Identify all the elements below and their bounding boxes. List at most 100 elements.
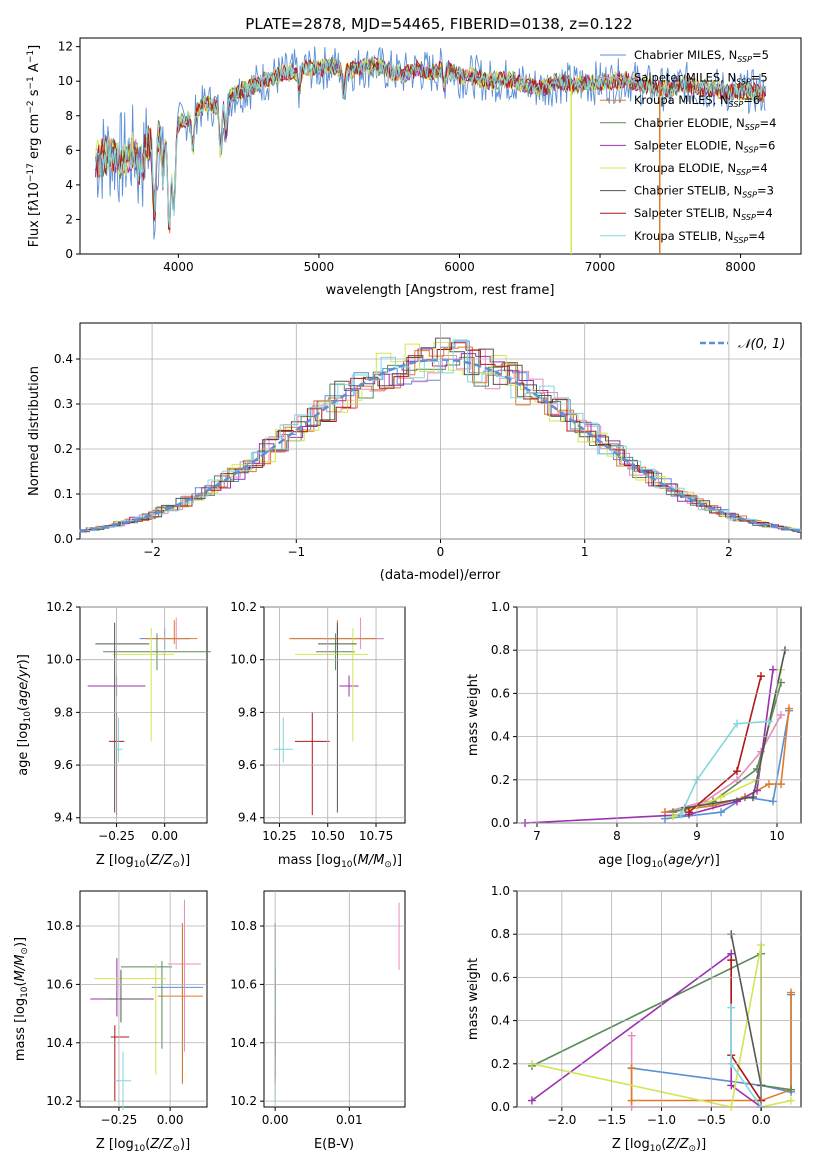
weight-vs-z-point-salpeter-stelib bbox=[727, 956, 736, 965]
mass-vs-z-x-tick-label: −0.25 bbox=[101, 1113, 138, 1127]
histogram-kroupa-elodie bbox=[80, 341, 801, 533]
mass-vs-ebv-y-tick-label: 10.8 bbox=[230, 919, 257, 933]
legend-label-salpeter-miles: Salpeter MILES, NSSP=5 bbox=[634, 71, 768, 87]
weight-vs-z-point-chabrier-elodie bbox=[787, 1085, 796, 1094]
weight-vs-z-x-tick-label: −1.0 bbox=[647, 1113, 676, 1127]
spectrum-kroupa-stelib-line bbox=[95, 59, 767, 228]
spectrum-ticks: 4000 5000 6000 7000 8000 0 2 4 6 8 10 12 bbox=[58, 40, 756, 274]
weight-vs-age-y-tick-label: 0.6 bbox=[491, 686, 510, 700]
weight-vs-age-line-kroupa-stelib bbox=[680, 720, 770, 815]
weight-vs-z-x-tick-label: −2.0 bbox=[547, 1113, 576, 1127]
weight-vs-z-x-tick-label: −1.5 bbox=[597, 1113, 626, 1127]
residual-y-tick-label: 0.3 bbox=[54, 397, 73, 411]
weight-vs-age-point-kroupa-stelib bbox=[733, 719, 741, 728]
age-vs-z-y-tick-label: 10.2 bbox=[46, 600, 73, 614]
mass-vs-z-y-tick-label: 10.8 bbox=[46, 919, 73, 933]
weight-vs-age-line-kroupa-miles bbox=[664, 708, 790, 813]
weight-vs-z-point-kroupa-elodie bbox=[787, 1096, 796, 1105]
mass-vs-z-marks bbox=[90, 899, 203, 1110]
spectrum-x-tick-label: 7000 bbox=[585, 260, 616, 274]
spectrum-marks bbox=[95, 46, 767, 254]
spectrum-x-tick-label: 5000 bbox=[304, 260, 335, 274]
mass-vs-ebv-x-tick-label: 0.00 bbox=[262, 1113, 289, 1127]
weight-vs-age-y-tick-label: 0.4 bbox=[491, 730, 510, 744]
age-vs-z-marks bbox=[87, 617, 211, 816]
mass-vs-z-y-label: mass [log10(M/M⊙)] bbox=[13, 937, 30, 1061]
spectrum-x-tick-label: 4000 bbox=[163, 260, 194, 274]
spectrum-y-label: Flux [fλ10−17 erg cm−2 s−1 A−1] bbox=[26, 45, 42, 247]
weight-vs-age-point-salpeter-elodie bbox=[733, 797, 741, 806]
weight-vs-z-x-tick-label: −0.5 bbox=[697, 1113, 726, 1127]
age-vs-z-x-tick-label: 0.00 bbox=[151, 829, 178, 843]
spectrum-y-tick-label: 8 bbox=[65, 109, 73, 123]
spectrum-axes-frame bbox=[79, 37, 802, 255]
age-vs-mass-x-tick-label: 10.50 bbox=[311, 829, 345, 843]
mass-vs-ebv-marks bbox=[274, 902, 400, 1102]
weight-vs-z-x-tick-label: 0.0 bbox=[752, 1113, 771, 1127]
spectrum-x-tick-label: 6000 bbox=[444, 260, 475, 274]
legend-label-kroupa-stelib: Kroupa STELIB, NSSP=4 bbox=[634, 229, 765, 245]
weight-vs-z-y-tick-label: 0.8 bbox=[491, 927, 510, 941]
weight-vs-age-y-tick-label: 1.0 bbox=[491, 600, 510, 614]
mass-vs-ebv-x-tick-label: 0.01 bbox=[336, 1113, 363, 1127]
age-vs-z-panel: −0.25 0.00 9.4 9.6 9.8 10.0 10.2 Z [log10(Z/Z⊙… bbox=[16, 600, 211, 870]
weight-vs-z-y-tick-label: 1.0 bbox=[491, 884, 510, 898]
spectrum-x-label: wavelength [Angstrom, rest frame] bbox=[326, 283, 555, 298]
age-vs-mass-marks bbox=[273, 617, 384, 816]
weight-vs-age-point-kroupa-miles bbox=[765, 780, 773, 789]
weight-vs-z-y-tick-label: 0.0 bbox=[491, 1100, 510, 1114]
legend-label-kroupa-miles: Kroupa MILES, NSSP=6 bbox=[634, 93, 760, 109]
residual-panel: −2 −1 0 1 2 0.0 0.1 0.2 0.3 0.4 𝒩(0, 1) (data-mod… bbox=[27, 322, 802, 583]
age-vs-mass-ticks: 10.25 10.50 10.75 9.4 9.6 9.8 10.0 10.2 bbox=[230, 600, 405, 843]
weight-vs-age-y-tick-label: 0.2 bbox=[491, 773, 510, 787]
mass-vs-ebv-y-tick-label: 10.4 bbox=[230, 1036, 257, 1050]
weight-vs-age-y-label: mass weight bbox=[466, 674, 481, 756]
weight-vs-z-y-tick-label: 0.2 bbox=[491, 1057, 510, 1071]
residual-x-tick-label: 0 bbox=[437, 545, 445, 559]
weight-vs-z-x-label: Z [log10(Z/Z⊙)] bbox=[612, 1137, 706, 1154]
residual-y-label: Normed distribution bbox=[27, 366, 42, 496]
spectrum-legend: Chabrier MILES, NSSP=5 Salpeter MILES, NS… bbox=[600, 48, 776, 245]
histogram-chabrier-stelib bbox=[80, 337, 801, 533]
spectrum-y-tick-label: 10 bbox=[58, 74, 73, 88]
residual-y-tick-label: 0.2 bbox=[54, 442, 73, 456]
age-vs-mass-x-label: mass [log10(M/M⊙)] bbox=[278, 853, 402, 870]
residual-ticks: −2 −1 0 1 2 0.0 0.1 0.2 0.3 0.4 bbox=[54, 323, 801, 559]
mass-vs-ebv-y-tick-label: 10.2 bbox=[230, 1094, 257, 1108]
spectrum-panel: 4000 5000 6000 7000 8000 0 2 4 6 8 10 12 Chabrier M… bbox=[26, 37, 802, 298]
mass-vs-z-y-tick-label: 10.4 bbox=[46, 1036, 73, 1050]
age-vs-mass-frame bbox=[263, 606, 406, 824]
residual-y-tick-label: 0.0 bbox=[54, 532, 73, 546]
age-vs-mass-x-tick-label: 10.75 bbox=[359, 829, 393, 843]
spectrum-x-tick-label: 8000 bbox=[725, 260, 756, 274]
weight-vs-age-x-label: age [log10(age/yr)] bbox=[598, 853, 720, 870]
weight-vs-age-point-salpeter-stelib bbox=[685, 808, 693, 817]
weight-vs-z-point-salpeter-miles bbox=[627, 1031, 636, 1040]
age-vs-z-x-label: Z [log10(Z/Z⊙)] bbox=[96, 853, 190, 870]
weight-vs-age-point-salpeter-miles bbox=[777, 711, 785, 719]
age-vs-mass-y-tick-label: 9.6 bbox=[238, 758, 257, 772]
legend-label-salpeter-elodie: Salpeter ELODIE, NSSP=6 bbox=[634, 138, 775, 154]
weight-vs-z-point-kroupa-miles bbox=[627, 1096, 636, 1105]
age-vs-mass-y-tick-label: 9.8 bbox=[238, 705, 257, 719]
weight-vs-age-point-kroupa-miles bbox=[777, 780, 785, 789]
age-vs-z-y-label: age [log10(age/yr)] bbox=[16, 654, 33, 776]
age-vs-z-y-tick-label: 10.0 bbox=[46, 653, 73, 667]
mass-vs-z-x-label: Z [log10(Z/Z⊙)] bbox=[96, 1137, 190, 1154]
weight-vs-age-x-tick-label: 9 bbox=[693, 829, 701, 843]
mass-vs-ebv-x-label: E(B-V) bbox=[314, 1137, 354, 1152]
weight-vs-z-line-salpeter-elodie bbox=[531, 952, 762, 1108]
weight-vs-z-point-kroupa-miles bbox=[627, 1064, 636, 1073]
residual-x-tick-label: 2 bbox=[725, 545, 733, 559]
weight-vs-age-point-kroupa-miles bbox=[785, 704, 793, 713]
residual-y-tick-label: 0.1 bbox=[54, 487, 73, 501]
weight-vs-age-y-tick-label: 0.8 bbox=[491, 643, 510, 657]
weight-vs-age-point-chabrier-miles bbox=[769, 797, 777, 806]
age-vs-mass-panel: 10.25 10.50 10.75 9.4 9.6 9.8 10.0 10.2 mass [l… bbox=[230, 600, 406, 870]
figure-title: PLATE=2878, MJD=54465, FIBERID=0138, z=0… bbox=[245, 15, 632, 33]
legend-label-chabrier-miles: Chabrier MILES, NSSP=5 bbox=[634, 48, 769, 64]
weight-vs-z-point-kroupa-miles bbox=[787, 988, 796, 997]
age-vs-z-ticks: −0.25 0.00 9.4 9.6 9.8 10.0 10.2 bbox=[46, 600, 207, 843]
age-vs-mass-x-tick-label: 10.25 bbox=[262, 829, 296, 843]
weight-vs-age-x-tick-label: 10 bbox=[769, 829, 784, 843]
